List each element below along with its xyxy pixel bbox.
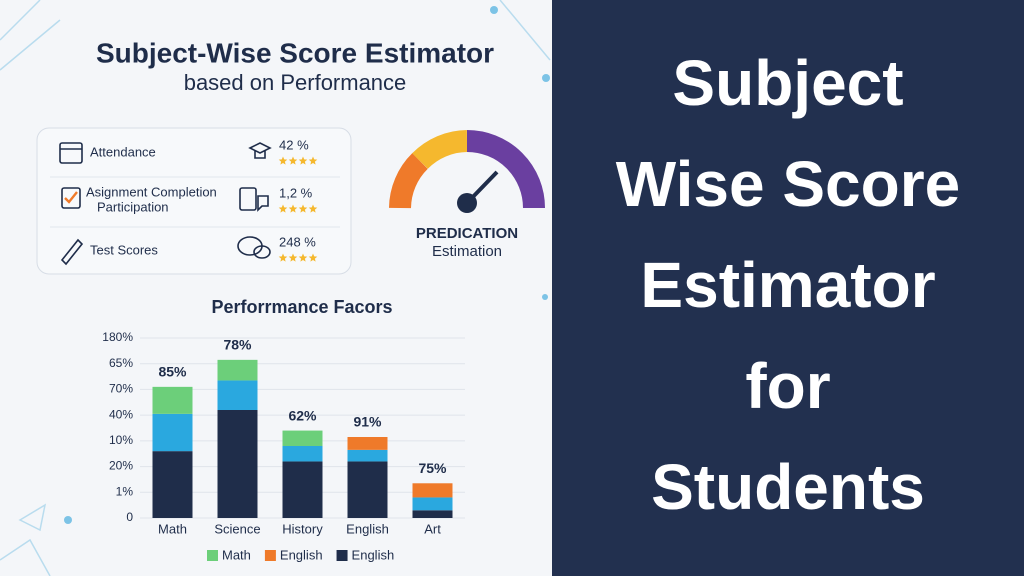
y-tick-label: 65%	[109, 356, 133, 370]
y-tick-label: 70%	[109, 382, 133, 396]
bar-segment	[152, 451, 193, 518]
banner-line: Estimator	[640, 249, 935, 321]
star	[288, 253, 298, 262]
legend-swatch	[336, 550, 348, 561]
bar-segment	[347, 437, 388, 450]
x-tick-label: Science	[214, 521, 260, 536]
chart-title: Perforrmance Facors	[211, 297, 392, 317]
bar-segment	[217, 359, 258, 381]
bar-segment	[152, 413, 193, 452]
factor-label: Participation	[97, 199, 169, 214]
x-tick-label: Math	[158, 521, 187, 536]
decoration	[0, 0, 551, 576]
bar-segment	[412, 497, 453, 511]
y-tick-label: 10%	[109, 433, 133, 447]
star	[288, 204, 298, 213]
legend-label: English	[352, 547, 395, 562]
star	[278, 156, 288, 165]
rating-stars	[278, 156, 318, 262]
bar-label: 85%	[158, 364, 187, 380]
right-panel	[552, 0, 1024, 576]
y-tick-label: 20%	[109, 459, 133, 473]
bar-segment	[282, 446, 323, 462]
bar-label: 62%	[288, 407, 317, 423]
bar-segment	[412, 483, 453, 498]
bar-segment	[282, 461, 323, 518]
bar-label: 78%	[223, 337, 252, 353]
y-tick-label: 40%	[109, 407, 133, 421]
star	[278, 204, 288, 213]
left-panel	[0, 0, 552, 576]
bar-segment	[412, 510, 453, 518]
star	[308, 156, 318, 165]
factor-label: Test Scores	[90, 242, 158, 257]
banner: Subject Wise Score Estimator for Students	[616, 47, 960, 523]
bar-segment	[152, 386, 193, 414]
star	[288, 156, 298, 165]
star	[278, 253, 288, 262]
title: Subject-Wise Score Estimator	[96, 37, 494, 68]
x-tick-label: History	[282, 521, 323, 536]
gauge-subtitle: Estimation	[432, 243, 502, 260]
bar-segment	[217, 380, 258, 410]
bar-segment	[282, 430, 323, 446]
y-tick-label: 1%	[116, 484, 134, 498]
bar-segment	[347, 449, 388, 462]
legend-label: Math	[222, 547, 251, 562]
star	[308, 204, 318, 213]
x-tick-label: Art	[424, 521, 441, 536]
banner-line: Wise Score	[616, 148, 960, 220]
star	[298, 156, 308, 165]
gauge	[389, 130, 545, 213]
legend-swatch	[207, 550, 218, 561]
subtitle: based on Performance	[184, 70, 407, 95]
banner-line: for	[745, 350, 830, 422]
bar-segment	[217, 410, 258, 518]
star	[298, 253, 308, 262]
bar-label: 75%	[418, 460, 447, 476]
star	[298, 204, 308, 213]
gauge-title: PREDICATION	[416, 225, 518, 242]
factor-value: 1,2 %	[279, 185, 313, 200]
legend-label: English	[280, 547, 323, 562]
bar-label: 91%	[353, 414, 382, 430]
factor-label: Asignment Completion	[86, 184, 217, 199]
y-tick-label: 0	[126, 510, 133, 524]
factor-value: 248 %	[279, 234, 316, 249]
banner-line: Students	[651, 451, 925, 523]
factor-value: 42 %	[279, 137, 309, 152]
star	[308, 253, 318, 262]
y-tick-label: 180%	[102, 330, 133, 344]
bar-segment	[347, 461, 388, 518]
icon	[59, 142, 272, 266]
factor-label: Attendance	[90, 144, 156, 159]
chart: 0 1% 20% 10% 40% 70% 65% 180% 85% Math 78% Science 6…	[102, 330, 465, 562]
legend-swatch	[264, 550, 276, 561]
factor-card	[36, 127, 352, 275]
x-tick-label: English	[346, 521, 389, 536]
banner-line: Subject	[672, 47, 903, 119]
